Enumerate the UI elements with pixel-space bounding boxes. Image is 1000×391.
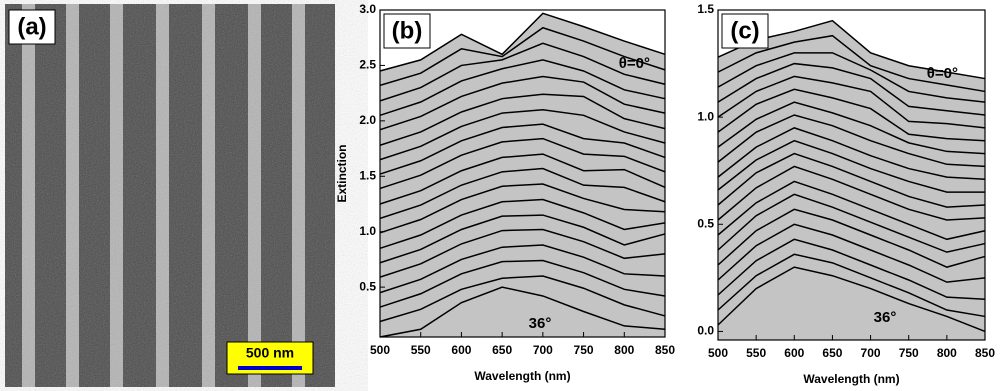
plot-frame (379, 9, 666, 338)
spectrum-line (717, 193, 986, 253)
spectrum-line (717, 75, 986, 129)
x-tick-label: 850 (975, 346, 995, 360)
x-tick-label: 650 (492, 343, 512, 357)
x-tick-label: 600 (784, 346, 804, 360)
y-tick-label: 0.5 (359, 279, 376, 293)
spectrum-line (717, 114, 986, 168)
spectrum-line (379, 42, 666, 102)
panel-label-box (383, 13, 431, 49)
spectrum-line (717, 223, 986, 283)
panel-label: (a) (17, 13, 46, 40)
spectrum-line (379, 286, 666, 338)
panel-label: (b) (392, 17, 423, 44)
spectrum-line (379, 109, 666, 161)
x-tick-label: 500 (708, 346, 728, 360)
spectrum-line (379, 275, 666, 323)
spectrum-line (379, 137, 666, 190)
spectrum-line (717, 127, 986, 181)
annotation: θ=0° (927, 65, 958, 82)
spectrum-line (379, 123, 666, 175)
plot (717, 10, 986, 341)
annotation: θ=0° (619, 55, 650, 72)
plot (379, 10, 666, 338)
annotation: 36° (529, 315, 552, 332)
x-tick-label: 750 (574, 343, 594, 357)
spectrum-line (379, 214, 666, 264)
x-tick-label: 650 (822, 346, 842, 360)
x-tick-label: 750 (899, 346, 919, 360)
y-tick-label: 3.0 (359, 2, 376, 16)
y-tick-label: 2.0 (359, 113, 376, 127)
spectrum-line (717, 152, 986, 208)
spectrum-line (717, 266, 986, 333)
spectrum-line (717, 165, 986, 221)
x-tick-label: 550 (411, 343, 431, 357)
y-tick-label: 1.0 (359, 224, 376, 238)
spectrum-line (379, 259, 666, 308)
x-axis-label: Wavelength (nm) (803, 372, 899, 386)
spectrum-line (379, 228, 666, 278)
scale-bar-label: 500 nm (246, 345, 294, 361)
spectrum-line (379, 12, 666, 72)
sem-texture (5, 4, 335, 387)
sem-image: (a) 500 nm (5, 4, 335, 387)
panel-label: (c) (730, 17, 759, 44)
x-axis-label: Wavelength (nm) (474, 369, 570, 383)
x-tick-label: 800 (937, 346, 957, 360)
x-tick-label: 850 (655, 343, 675, 357)
y-tick-label: 0.0 (697, 324, 714, 338)
x-tick-label: 700 (861, 346, 881, 360)
y-tick-label: 2.5 (359, 58, 376, 72)
spectrum-line (379, 75, 666, 131)
spectrum-line (379, 26, 666, 87)
y-tick-label: 1.5 (359, 168, 376, 182)
annotation: 36° (874, 309, 897, 326)
area (718, 267, 985, 340)
plot-frame (717, 9, 986, 341)
spectrum-line (379, 244, 666, 294)
spectrum-line (717, 238, 986, 301)
scale-bar (238, 366, 302, 370)
y-tick-label: 1.0 (697, 109, 714, 123)
spectrum-line (717, 88, 986, 142)
spectrum-line (717, 139, 985, 193)
panel-label-box (8, 9, 56, 45)
spectrum-line (379, 153, 666, 205)
spectrum-line (717, 101, 986, 155)
spectrum-line (717, 62, 986, 116)
spectrum-line (717, 208, 986, 268)
y-tick-label: 0.5 (697, 216, 714, 230)
spectrum-line (717, 253, 986, 318)
x-tick-label: 600 (451, 343, 471, 357)
y-tick-label: 1.5 (697, 2, 714, 16)
spectrum-line (717, 34, 986, 93)
spectrum-line (717, 180, 986, 241)
x-tick-label: 800 (614, 343, 634, 357)
spectrum-line (379, 183, 666, 234)
spectrum-line (717, 52, 986, 103)
x-tick-label: 500 (370, 343, 390, 357)
spectrum-line (379, 93, 666, 146)
spectrum-line (379, 198, 666, 250)
spectrum-line (379, 167, 666, 220)
area (380, 287, 665, 337)
panel-label-box (721, 13, 769, 49)
x-tick-label: 550 (746, 346, 766, 360)
spectrum-line (379, 59, 666, 117)
y-axis-label: Extinction (335, 144, 349, 202)
x-tick-label: 700 (533, 343, 553, 357)
